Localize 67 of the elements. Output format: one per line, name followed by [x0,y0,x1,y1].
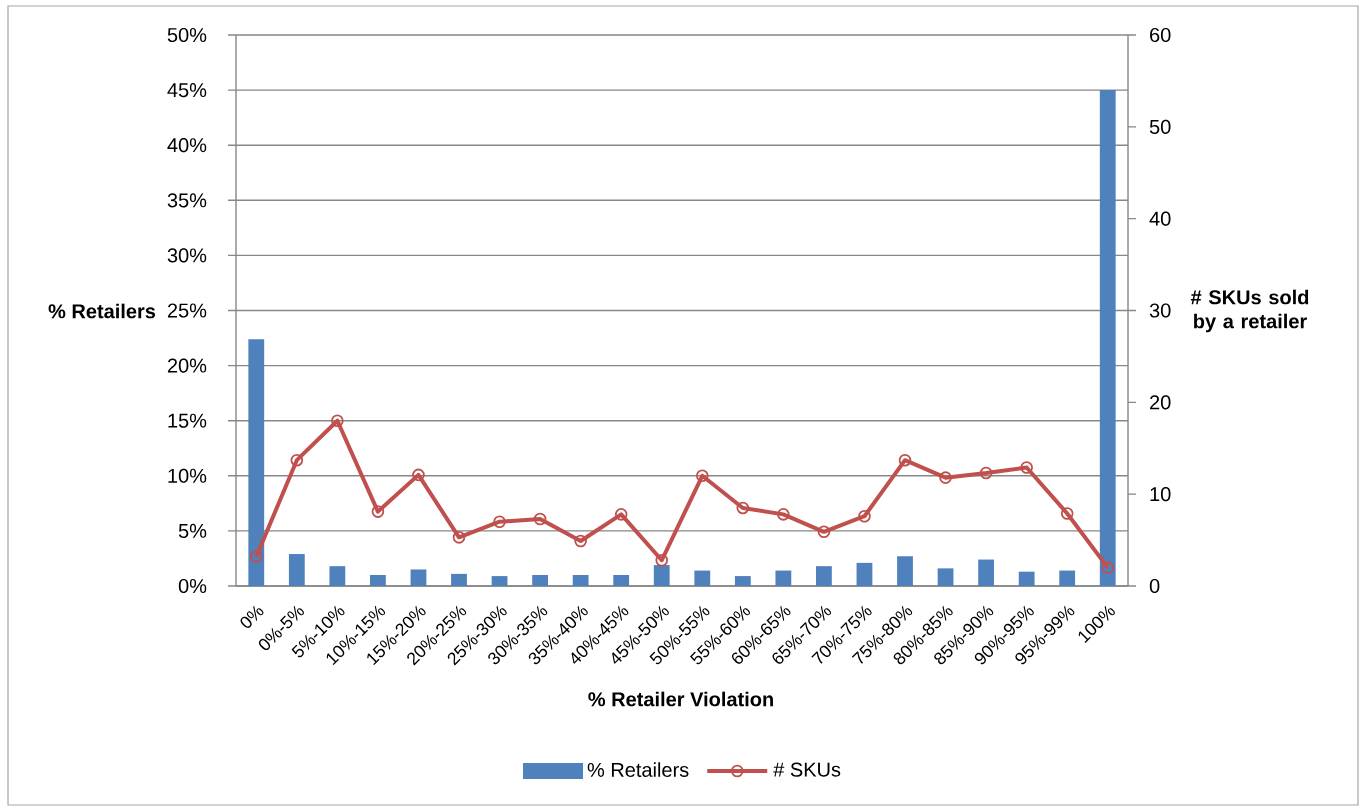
bar [937,568,954,586]
x-axis-title: % Retailer Violation [588,691,773,707]
bar [694,570,711,586]
bar [248,339,265,586]
legend-label: % Retailers [587,762,689,777]
point [858,509,871,523]
point [290,453,304,467]
point [777,508,790,521]
point [533,512,547,526]
bar [978,559,995,586]
legend-label: # SKUs [773,762,841,777]
y-tick-label: 50% [167,27,207,43]
point [939,471,952,484]
point [249,550,263,563]
y-tick-label: 5% [178,523,207,538]
y-tick-label: 20% [167,358,207,373]
point [614,508,628,521]
point [898,453,912,467]
bar [370,574,386,586]
y2-tick-label: 0 [1149,578,1160,594]
y2-tick-label: 20 [1150,395,1171,410]
point [1101,561,1115,574]
bar [816,566,832,586]
y-tick-label: 25% [167,303,207,318]
bar [775,570,792,586]
y-tick-label: 10% [168,468,207,483]
bar [1099,90,1116,586]
y-tick-label: 0% [178,578,207,594]
bar [329,566,346,586]
bar [734,576,751,586]
bar [410,569,427,586]
y-tick-label: 30% [167,248,207,263]
bar [288,554,305,586]
point [574,534,587,548]
y2-axis-title: # SKUs sold by a retailer [1190,289,1309,333]
y2-tick-label: 50 [1149,119,1171,134]
bar [532,574,548,586]
point [979,466,993,480]
point [412,468,425,482]
bar [613,574,630,586]
y-axis-title: % Retailers [48,303,156,319]
y2-tick-label: 10 [1150,487,1171,502]
bar [856,562,873,586]
bar [1018,571,1035,586]
y-tick-label: 45% [167,83,207,98]
bar [1059,570,1076,586]
y-tick-label: 35% [167,193,207,208]
y2-tick-label: 60 [1150,27,1171,43]
point [1020,461,1033,474]
bar [897,556,913,586]
point [655,553,669,567]
point [736,501,750,515]
point [331,414,344,427]
y2-tick-label: 40 [1149,211,1171,226]
point [371,505,385,518]
y-tick-label: 40% [167,138,207,153]
y-tick-label: 15% [168,413,207,428]
point [1060,507,1074,520]
bar [572,574,589,586]
point [817,525,831,539]
y2-tick-label: 30 [1149,303,1171,318]
bar [491,576,508,586]
bar [653,565,670,586]
bar [451,573,467,586]
point [493,515,506,529]
point [695,469,709,483]
point [452,531,466,544]
